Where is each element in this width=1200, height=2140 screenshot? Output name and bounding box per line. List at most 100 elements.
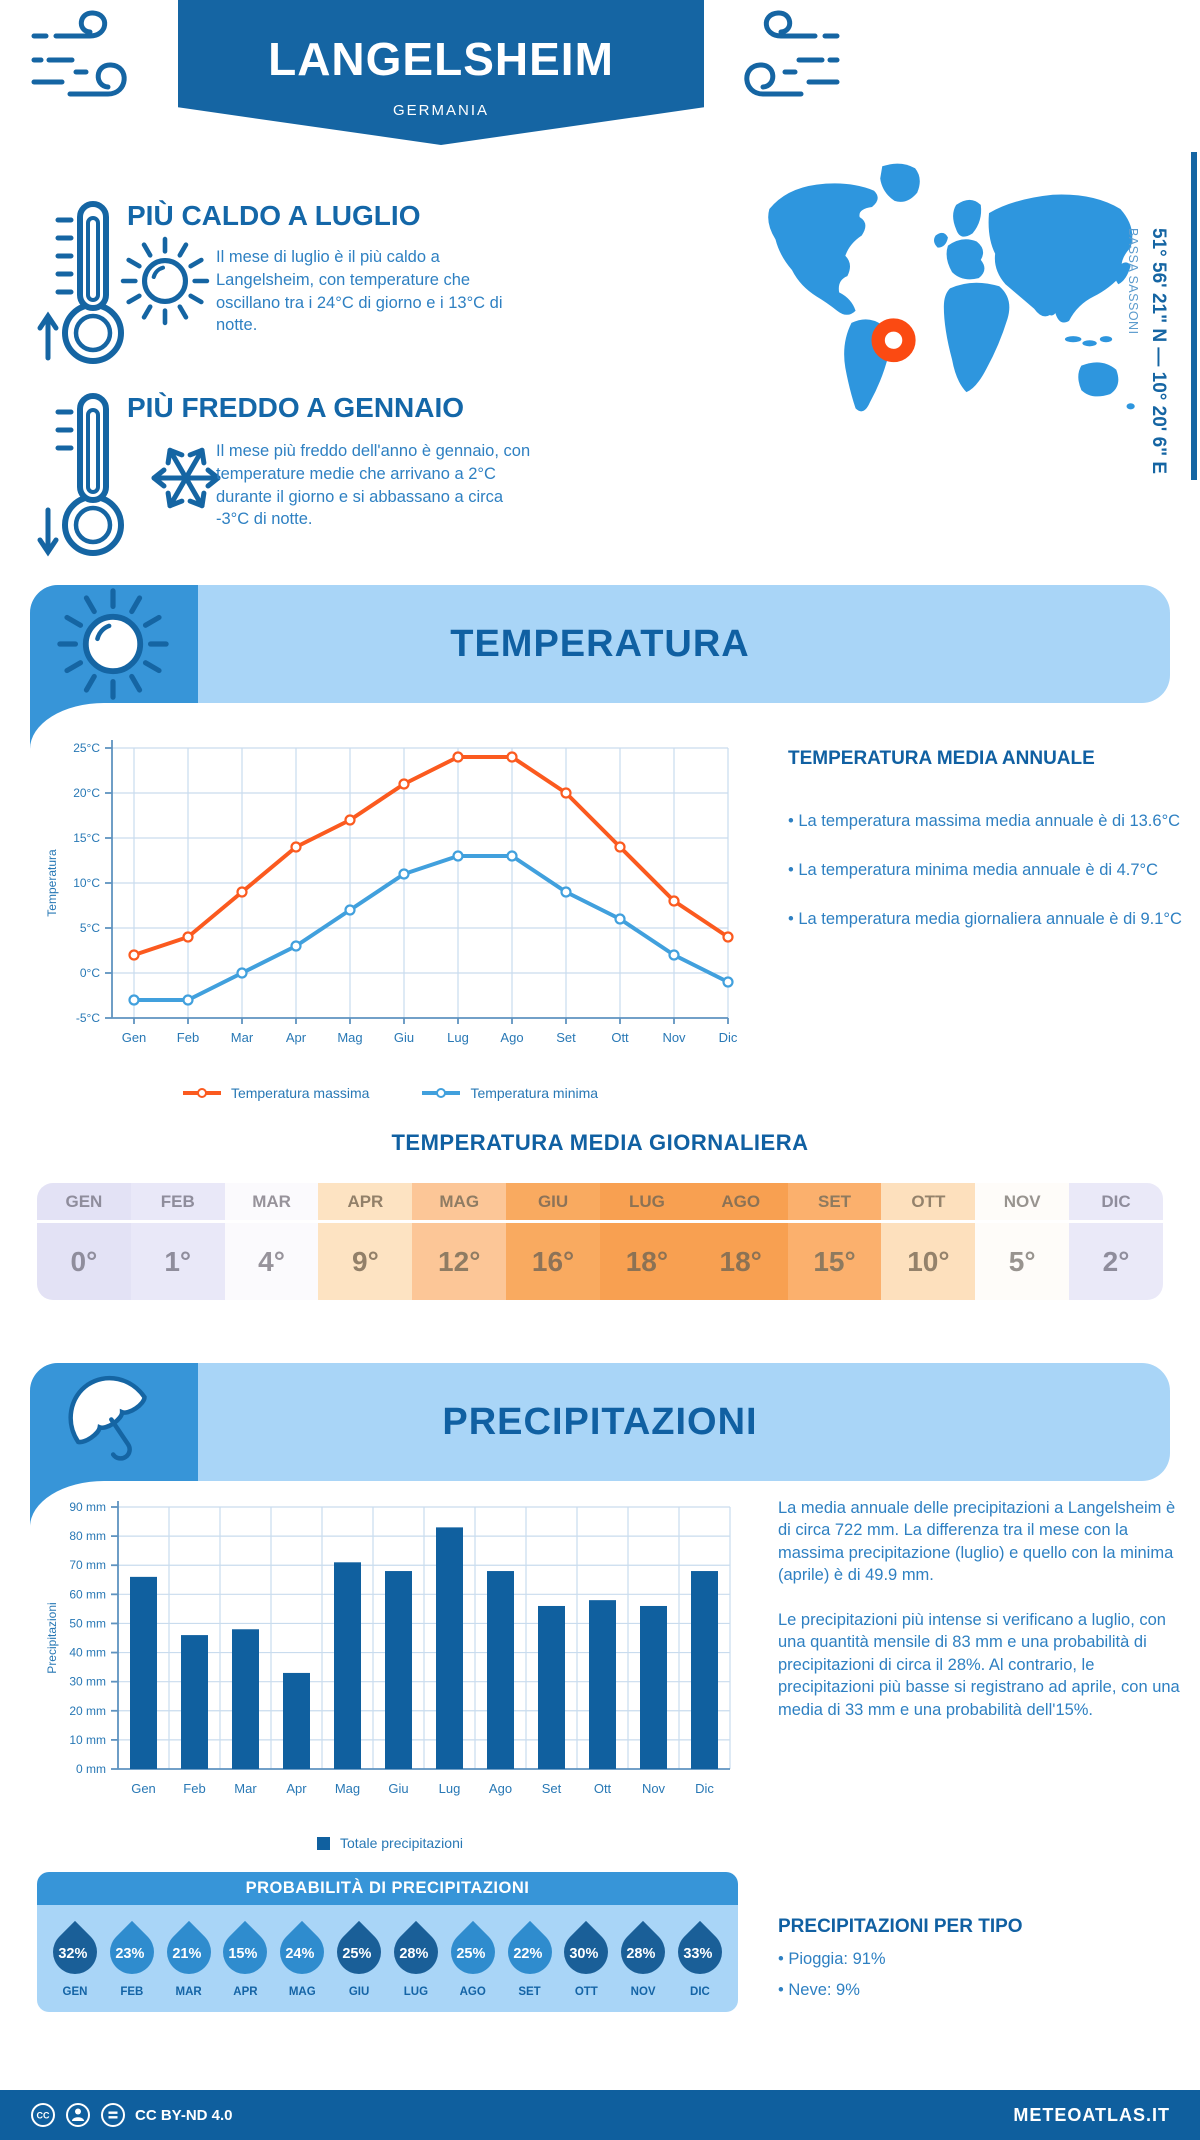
raindrop-icon: 33% — [668, 1920, 732, 1984]
svg-text:Set: Set — [556, 1030, 576, 1045]
svg-text:Giu: Giu — [394, 1030, 414, 1045]
probability-drop-set: 22% SET — [498, 1920, 561, 1998]
table-column-feb: FEB 1° — [130, 1183, 225, 1300]
svg-text:Temperatura: Temperatura — [45, 849, 59, 917]
table-column-giu: GIU 16° — [506, 1183, 600, 1300]
svg-text:0 mm: 0 mm — [76, 1762, 106, 1776]
precipitation-paragraph: La media annuale delle precipitazioni a … — [778, 1499, 1176, 1585]
type-bullet: • Neve: 9% — [778, 1981, 860, 1999]
svg-text:Apr: Apr — [286, 1030, 307, 1045]
svg-text:Feb: Feb — [177, 1030, 199, 1045]
svg-text:70 mm: 70 mm — [69, 1558, 106, 1572]
svg-text:90 mm: 90 mm — [69, 1500, 106, 1514]
svg-text:Set: Set — [542, 1781, 562, 1796]
svg-text:Ago: Ago — [500, 1030, 523, 1045]
raindrop-icon: 25% — [327, 1920, 391, 1984]
raindrop-icon: 25% — [441, 1920, 504, 1984]
svg-text:Mag: Mag — [335, 1781, 360, 1796]
side-accent-bar — [1191, 152, 1197, 480]
raindrop-icon: 32% — [43, 1920, 107, 1984]
table-column-ago: AGO 18° — [693, 1183, 788, 1300]
page-subtitle: GERMANIA — [392, 102, 489, 119]
svg-text:5°C: 5°C — [80, 921, 100, 935]
table-column-nov: NOV 5° — [975, 1183, 1070, 1300]
license-text: CC BY-ND 4.0 — [135, 2106, 233, 2124]
probability-drop-mag: 24% MAG — [271, 1920, 334, 1998]
coordinates-text: 51° 56' 21" N — 10° 20' 6" E — [1148, 228, 1169, 475]
precipitation-section-title: PRECIPITAZIONI — [442, 1400, 758, 1443]
table-column-gen: GEN 0° — [37, 1183, 131, 1300]
wind-icon — [31, 10, 127, 97]
footer: CC CC BY-ND 4.0 METEOATLAS.IT — [0, 2090, 1200, 2140]
svg-text:10 mm: 10 mm — [69, 1733, 106, 1747]
probability-drop-lug: 28% LUG — [384, 1920, 447, 1998]
raindrop-icon: 15% — [214, 1920, 277, 1984]
svg-text:50 mm: 50 mm — [69, 1616, 106, 1630]
svg-text:Gen: Gen — [122, 1030, 147, 1045]
warm-text: Il mese di luglio è il più caldo a Lange… — [216, 248, 503, 335]
svg-text:Mar: Mar — [231, 1030, 254, 1045]
temperature-section-title: TEMPERATURA — [450, 622, 750, 665]
temperature-chart: -5°C 0°C 5°C 10°C 15°C 20°C 25°C Gen Feb Mar Apr Ma… — [45, 740, 738, 1045]
svg-text:CC: CC — [37, 2111, 50, 2121]
band-tail — [30, 703, 104, 749]
annual-bullet: • La temperatura minima media annuale è … — [788, 860, 1159, 879]
svg-text:Lug: Lug — [439, 1781, 461, 1796]
legend-swatch — [317, 1836, 331, 1850]
precipitation-paragraph: Le precipitazioni più intense si verific… — [778, 1610, 1180, 1719]
probability-drop-nov: 28% NOV — [612, 1920, 675, 1998]
temperature-band: TEMPERATURA — [30, 585, 1170, 749]
svg-text:30 mm: 30 mm — [69, 1675, 106, 1689]
page-title: LANGELSHEIM — [268, 33, 614, 85]
annual-bullet: • La temperatura massima media annuale è… — [788, 812, 1181, 830]
location-marker — [871, 318, 916, 363]
probability-panel: PROBABILITÀ DI PRECIPITAZIONI 32% GEN 23% F… — [37, 1872, 738, 2012]
precipitation-chart: 0 mm 10 mm 20 mm 30 mm 40 mm 50 mm 60 mm 70 mm 8… — [45, 1500, 731, 1796]
raindrop-icon: 23% — [100, 1920, 163, 1984]
probability-drop-dic: 33% DIC — [668, 1920, 732, 1998]
raindrop-icon: 28% — [612, 1920, 675, 1984]
license: CC CC BY-ND 4.0 — [30, 2102, 233, 2128]
wind-icon — [744, 10, 840, 97]
umbrella-icon — [68, 1375, 147, 1461]
svg-text:Ago: Ago — [489, 1781, 512, 1796]
cc-icon: CC — [31, 2103, 55, 2127]
svg-text:Mar: Mar — [234, 1781, 257, 1796]
svg-text:15°C: 15°C — [73, 831, 100, 845]
svg-text:25°C: 25°C — [73, 741, 100, 755]
attribution-icon — [66, 2103, 90, 2127]
sun-icon — [120, 236, 210, 326]
precipitation-text: La media annuale delle precipitazioni a … — [778, 1497, 1182, 1743]
warm-heading: PIÙ CALDO A LUGLIO — [127, 200, 421, 231]
probability-drop-apr: 15% APR — [214, 1920, 277, 1998]
annual-stats: TEMPERATURA MEDIA ANNUALE • La temperatu… — [788, 748, 1188, 956]
raindrop-icon: 30% — [555, 1920, 618, 1984]
svg-text:20 mm: 20 mm — [69, 1704, 106, 1718]
svg-text:Ott: Ott — [611, 1030, 629, 1045]
world-map — [768, 163, 1135, 412]
table-column-dic: DIC 2° — [1069, 1183, 1163, 1300]
type-bullet: • Pioggia: 91% — [778, 1950, 886, 1968]
svg-text:Nov: Nov — [642, 1781, 666, 1796]
raindrop-icon: 24% — [271, 1920, 334, 1984]
svg-text:0°C: 0°C — [80, 966, 100, 980]
band-tail — [30, 1481, 104, 1527]
svg-text:Dic: Dic — [719, 1030, 738, 1045]
probability-drops: 32% GEN 23% FEB 21% MAR 15% APR 24% MAG 25% GIU 28% L… — [37, 1905, 738, 2012]
probability-drop-ott: 30% OTT — [555, 1920, 618, 1998]
nd-icon — [101, 2103, 125, 2127]
svg-text:Giu: Giu — [388, 1781, 408, 1796]
legend-min: Temperatura minima — [421, 1085, 598, 1101]
legend-label: Totale precipitazioni — [340, 1835, 463, 1851]
site-name: METEOATLAS.IT — [1013, 2104, 1170, 2125]
annual-bullet: • La temperatura media giornaliera annua… — [788, 909, 1182, 928]
daily-table-title: TEMPERATURA MEDIA GIORNALIERA — [391, 1130, 809, 1155]
table-column-lug: LUG 18° — [599, 1183, 694, 1300]
legend-max: Temperatura massima — [182, 1085, 369, 1101]
svg-text:80 mm: 80 mm — [69, 1529, 106, 1543]
svg-text:Apr: Apr — [286, 1781, 307, 1796]
precipitation-legend: Totale precipitazioni — [40, 1835, 740, 1851]
snowflake-icon — [151, 447, 221, 509]
table-column-set: SET 15° — [787, 1183, 882, 1300]
